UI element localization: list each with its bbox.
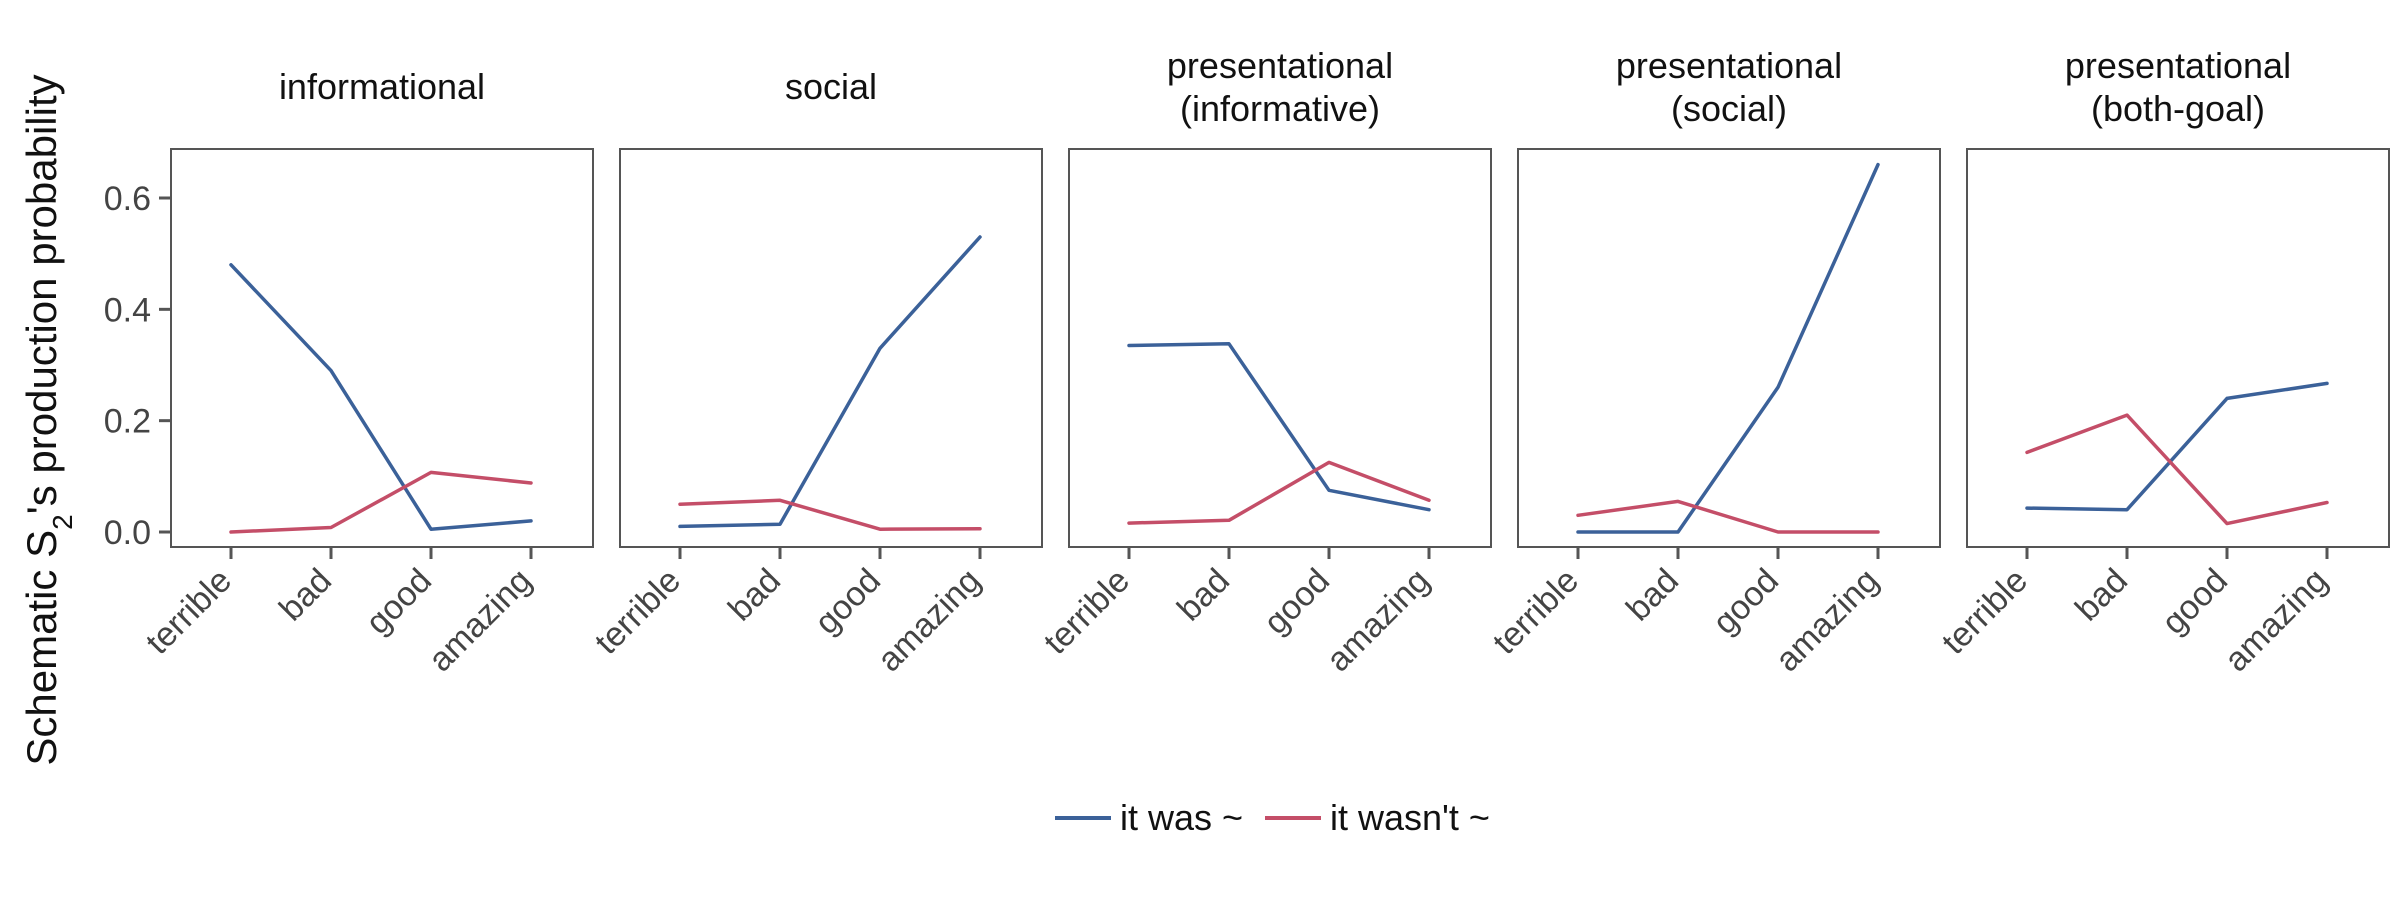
y-axis-label: Schematic S2's production probability: [18, 74, 78, 765]
x-tick-label-bad: bad: [721, 561, 788, 628]
x-tick-label-bad: bad: [1619, 561, 1686, 628]
y-axis-label-subscript: 2: [47, 514, 78, 530]
x-tick-label-good: good: [2155, 561, 2235, 641]
series-line-it-wasnt: [229, 470, 533, 534]
y-axis-label-part-1: Schematic S: [18, 530, 65, 766]
x-tick-label-amazing: amazing: [870, 561, 988, 679]
x-tick-label-terrible: terrible: [139, 561, 239, 661]
series-line-it-was: [229, 263, 533, 531]
facet-panel-3: presentational (informative) terrible bad go…: [1037, 45, 1492, 679]
legend-label: it wasn't ~: [1330, 797, 1490, 838]
facet-title-line: presentational: [2065, 45, 2291, 86]
facet-title-line: (social): [1671, 88, 1787, 129]
x-tick-label-terrible: terrible: [1486, 561, 1586, 661]
series-line-it-wasnt: [1576, 499, 1880, 534]
panel-frame: [170, 148, 594, 548]
x-tick-label-good: good: [1257, 561, 1337, 641]
panel-frame: [1966, 148, 2390, 548]
facet-title-line: (informative): [1180, 88, 1380, 129]
facet-title: social: [785, 66, 877, 107]
series-line-it-wasnt: [2025, 413, 2329, 526]
y-tick-label: 0.4: [104, 291, 151, 329]
facet-panel-4: presentational (social) terrible bad goodama…: [1486, 45, 1941, 679]
series-line-it-was: [1576, 162, 1880, 534]
series-line-it-was: [1127, 342, 1431, 512]
facet-title: informational: [279, 66, 485, 107]
facet-title: presentational (both-goal): [2065, 45, 2291, 129]
y-tick-label: 0.6: [104, 180, 151, 218]
panel-frame: [1517, 148, 1941, 548]
x-tick-label-amazing: amazing: [2217, 561, 2335, 679]
facet-title: presentational (informative): [1167, 45, 1393, 129]
x-tick-label-terrible: terrible: [588, 561, 688, 661]
facet-title: presentational (social): [1616, 45, 1842, 129]
facet-title-line: informational: [279, 66, 485, 107]
legend-label: it was ~: [1120, 797, 1243, 838]
facet-title-line: presentational: [1167, 45, 1393, 86]
x-tick-label-bad: bad: [1170, 561, 1237, 628]
y-axis-label-part-2: 's production probability: [18, 74, 65, 514]
x-tick-label-good: good: [808, 561, 888, 641]
x-tick-label-terrible: terrible: [1935, 561, 2035, 661]
x-tick-label-amazing: amazing: [421, 561, 539, 679]
x-tick-label-good: good: [359, 561, 439, 641]
y-tick-label: 0.0: [104, 514, 151, 552]
series-line-it-was: [2025, 381, 2329, 512]
x-tick-label-good: good: [1706, 561, 1786, 641]
x-tick-label-terrible: terrible: [1037, 561, 1137, 661]
facet-panel-5: presentational (both-goal) terrible bad good…: [1935, 45, 2390, 679]
x-tick-label-bad: bad: [2068, 561, 2135, 628]
panel-frame: [1068, 148, 1492, 548]
legend: it was ~ it wasn't ~: [1055, 797, 1490, 838]
y-tick-label: 0.2: [104, 403, 151, 441]
series-line-it-wasnt: [1127, 460, 1431, 525]
x-tick-label-bad: bad: [272, 561, 339, 628]
series-line-it-was: [678, 235, 982, 529]
x-tick-label-amazing: amazing: [1768, 561, 1886, 679]
y-axis: 0.0 0.2 0.4 0.6: [104, 180, 171, 552]
panel-frame: [619, 148, 1043, 548]
series-line-it-wasnt: [678, 498, 982, 531]
facet-title-line: presentational: [1616, 45, 1842, 86]
facet-title-line: (both-goal): [2091, 88, 2265, 129]
x-tick-label-amazing: amazing: [1319, 561, 1437, 679]
facet-title-line: social: [785, 66, 877, 107]
